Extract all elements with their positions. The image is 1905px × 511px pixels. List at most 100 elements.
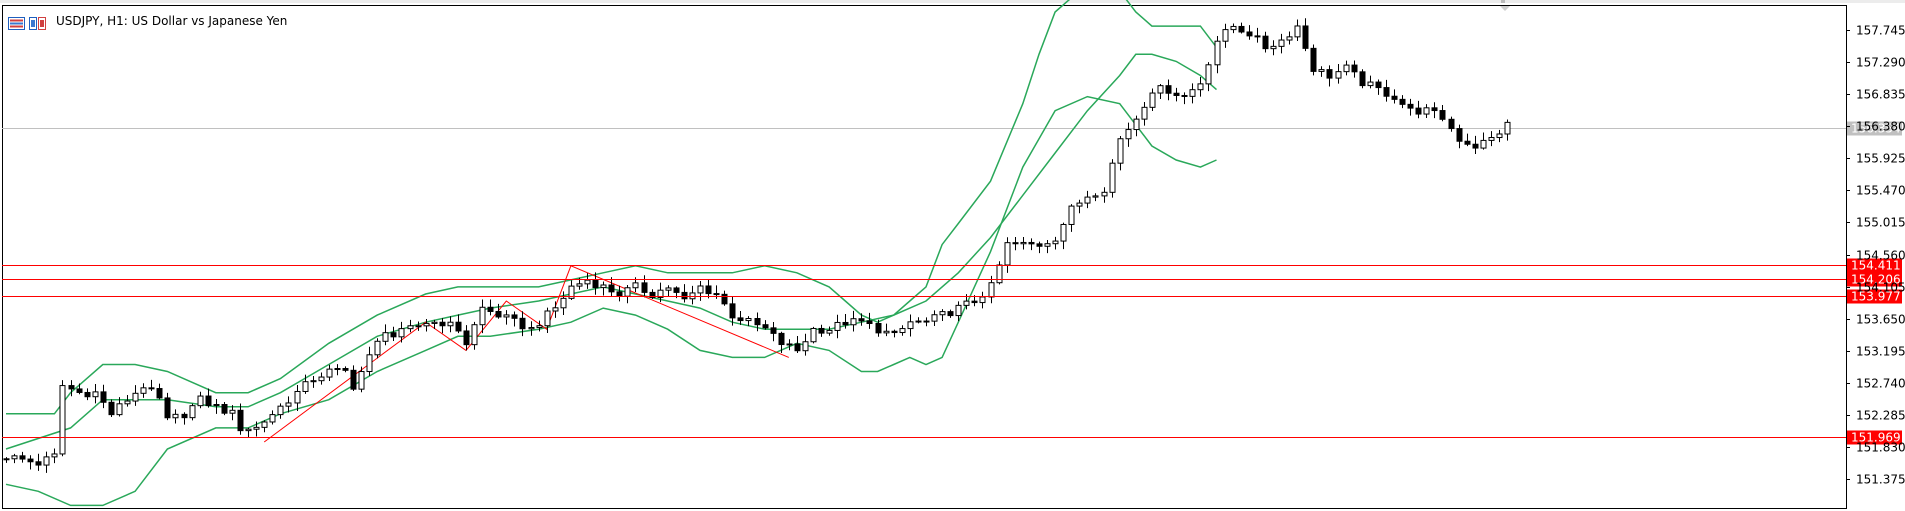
candle-body <box>1246 31 1253 37</box>
bid-label-bg <box>1847 121 1902 136</box>
candle-body <box>447 321 454 327</box>
y-tick-label: 155.015 <box>1856 216 1905 230</box>
window-top-strip <box>0 0 1905 3</box>
candle-body <box>786 343 793 346</box>
candle-body <box>778 332 785 346</box>
candle-body <box>148 387 155 390</box>
plot-frame <box>2 5 1847 509</box>
candle-body <box>431 321 438 324</box>
candle-body <box>519 317 526 330</box>
candle-body <box>875 322 882 334</box>
candle-body <box>35 461 42 466</box>
candle-body <box>1052 240 1059 245</box>
candle-body <box>649 291 656 298</box>
candle-body <box>302 381 309 392</box>
candle-body <box>947 311 954 317</box>
candle-body <box>560 297 567 309</box>
candle-body <box>988 282 995 298</box>
level-label-bg <box>1847 430 1902 445</box>
candle-body <box>245 428 252 432</box>
candle-body <box>1351 64 1358 73</box>
candle-body <box>1270 45 1277 50</box>
candle-body <box>269 414 276 423</box>
scroll-marker <box>1501 0 1505 3</box>
candle-body <box>1318 69 1325 72</box>
candle-body <box>374 340 381 356</box>
candle-body <box>1423 107 1430 115</box>
candle-body <box>84 391 91 398</box>
candle-body <box>665 287 672 291</box>
candle-body <box>124 400 131 405</box>
candle-body <box>1230 25 1237 31</box>
candle-body <box>1238 25 1245 33</box>
candle-body <box>1197 83 1204 91</box>
candle-body <box>116 403 123 416</box>
candle-body <box>762 324 769 329</box>
candle-body <box>1383 87 1390 97</box>
candle-body <box>511 314 518 319</box>
y-tick-label: 156.380 <box>1856 120 1905 134</box>
candle-body <box>1084 196 1091 204</box>
candle-body <box>358 371 365 390</box>
candle-body <box>745 317 752 322</box>
candle-body <box>181 413 188 419</box>
candle-body <box>1335 71 1342 79</box>
candle-body <box>479 306 486 326</box>
candle-body <box>1302 25 1309 49</box>
candle-body <box>398 328 405 338</box>
level-label: 151.969 <box>1851 431 1901 445</box>
candle-body <box>818 327 825 334</box>
chart-compare-icon[interactable] <box>29 15 46 30</box>
candle-body <box>1141 106 1148 120</box>
y-tick-label: 152.740 <box>1856 377 1905 391</box>
candle-body <box>536 325 543 329</box>
candle-body <box>689 292 696 300</box>
chart-list-icon[interactable] <box>8 15 25 30</box>
candle-body <box>439 321 446 327</box>
candle-body <box>326 368 333 378</box>
candle-body <box>1431 107 1438 112</box>
y-tick-label: 155.925 <box>1856 152 1905 166</box>
candle-body <box>1326 69 1333 79</box>
candle-body <box>132 392 139 402</box>
candle-body <box>59 385 66 455</box>
level-label-bg <box>1847 289 1902 304</box>
candle-body <box>576 283 583 287</box>
candle-body <box>1076 202 1083 207</box>
candle-body <box>826 329 833 334</box>
candle-body <box>584 279 591 285</box>
candle-body <box>1488 137 1495 141</box>
candle-body <box>754 317 761 326</box>
candle-body <box>641 282 648 293</box>
candle-body <box>1415 107 1422 115</box>
y-tick-label: 155.470 <box>1856 184 1905 198</box>
candle-body <box>1165 85 1172 94</box>
candle-body <box>3 458 10 461</box>
candle-body <box>705 285 712 295</box>
candle-body <box>1012 242 1019 245</box>
candle-body <box>971 300 978 304</box>
candle-body <box>737 317 744 322</box>
candle-body <box>1472 143 1479 149</box>
candle-body <box>616 291 623 297</box>
candle-body <box>423 322 430 327</box>
candle-body <box>907 321 914 330</box>
candle-body <box>866 320 873 324</box>
bollinger-lower <box>5 95 1217 507</box>
candle-body <box>592 279 599 289</box>
candle-body <box>76 388 83 393</box>
candle-body <box>1359 71 1366 87</box>
candle-body <box>1399 98 1406 105</box>
candle-body <box>350 369 357 390</box>
candle-body <box>632 282 639 289</box>
bollinger-middle <box>5 53 1217 450</box>
candle-body <box>915 320 922 323</box>
candle-body <box>834 321 841 331</box>
candle-body <box>1310 47 1317 72</box>
bid-label: 156.354 <box>1851 122 1901 136</box>
candle-body <box>681 291 688 300</box>
bollinger-upper <box>6 0 1218 415</box>
candle-body <box>891 330 898 334</box>
candle-body <box>850 318 857 326</box>
